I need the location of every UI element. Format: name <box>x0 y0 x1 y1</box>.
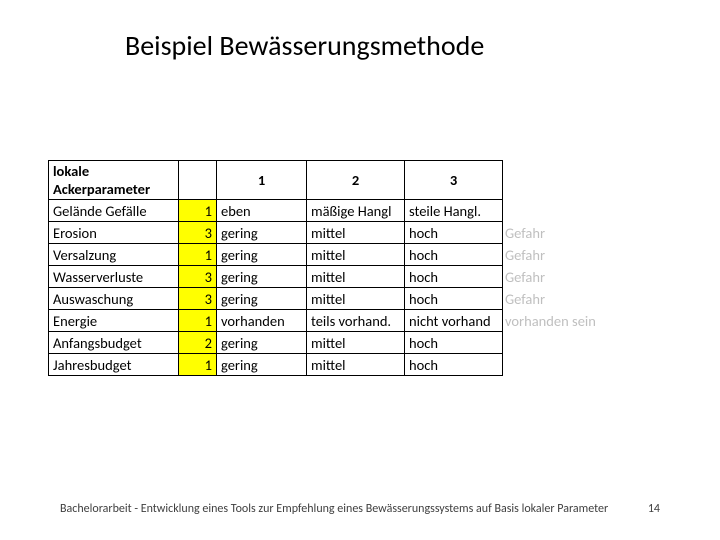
header-c2: 2 <box>307 161 405 200</box>
row-c3: nicht vorhand <box>405 310 503 332</box>
row-c1: vorhanden <box>217 310 307 332</box>
row-note <box>503 332 613 354</box>
header-blank <box>179 161 217 200</box>
row-val: 1 <box>179 310 217 332</box>
table-row: Erosion 3 gering mittel hoch Gefahr <box>49 222 613 244</box>
table-row: Gelände Gefälle 1 eben mäßige Hangl stei… <box>49 200 613 222</box>
row-c1: gering <box>217 354 307 376</box>
row-c1: gering <box>217 288 307 310</box>
row-c1: gering <box>217 222 307 244</box>
row-c1: eben <box>217 200 307 222</box>
row-name: Auswaschung <box>49 288 179 310</box>
row-name: Energie <box>49 310 179 332</box>
row-c2: mittel <box>307 354 405 376</box>
row-c3: hoch <box>405 288 503 310</box>
row-c2: teils vorhand. <box>307 310 405 332</box>
row-val: 2 <box>179 332 217 354</box>
row-name: Versalzung <box>49 244 179 266</box>
row-note: Gefahr <box>503 288 613 310</box>
row-c2: mittel <box>307 288 405 310</box>
row-note: Gefahr <box>503 222 613 244</box>
row-c1: gering <box>217 266 307 288</box>
slide: Beispiel Bewässerungsmethode lokale Acke… <box>0 0 720 540</box>
table-row: Jahresbudget 1 gering mittel hoch <box>49 354 613 376</box>
table-row: Wasserverluste 3 gering mittel hoch Gefa… <box>49 266 613 288</box>
row-c3: hoch <box>405 266 503 288</box>
row-note <box>503 354 613 376</box>
row-c3: hoch <box>405 222 503 244</box>
slide-title: Beispiel Bewässerungsmethode <box>125 28 484 63</box>
table-row: Auswaschung 3 gering mittel hoch Gefahr <box>49 288 613 310</box>
row-c3: hoch <box>405 332 503 354</box>
row-c2: mittel <box>307 244 405 266</box>
table-row: Anfangsbudget 2 gering mittel hoch <box>49 332 613 354</box>
row-c3: hoch <box>405 244 503 266</box>
row-note: Gefahr <box>503 266 613 288</box>
row-val: 1 <box>179 200 217 222</box>
row-name: Jahresbudget <box>49 354 179 376</box>
row-c1: gering <box>217 332 307 354</box>
row-note: Gefahr <box>503 244 613 266</box>
table: lokale Ackerparameter 1 2 3 Gelände Gefä… <box>48 160 613 376</box>
row-name: Gelände Gefälle <box>49 200 179 222</box>
footer-text: Bachelorarbeit - Entwicklung eines Tools… <box>60 502 608 516</box>
row-name: Anfangsbudget <box>49 332 179 354</box>
row-name: Erosion <box>49 222 179 244</box>
table-row: Energie 1 vorhanden teils vorhand. nicht… <box>49 310 613 332</box>
header-c1: 1 <box>217 161 307 200</box>
row-c1: gering <box>217 244 307 266</box>
row-c2: mittel <box>307 222 405 244</box>
row-name: Wasserverluste <box>49 266 179 288</box>
header-note-blank <box>503 161 613 200</box>
table-row: Versalzung 1 gering mittel hoch Gefahr <box>49 244 613 266</box>
page-number: 14 <box>636 502 660 516</box>
footer: Bachelorarbeit - Entwicklung eines Tools… <box>60 502 660 516</box>
row-c3: hoch <box>405 354 503 376</box>
row-note <box>503 200 613 222</box>
row-note: vorhanden sein <box>503 310 613 332</box>
row-c2: mittel <box>307 332 405 354</box>
row-val: 1 <box>179 354 217 376</box>
table-header-row: lokale Ackerparameter 1 2 3 <box>49 161 613 200</box>
row-val: 1 <box>179 244 217 266</box>
row-val: 3 <box>179 288 217 310</box>
parameter-table: lokale Ackerparameter 1 2 3 Gelände Gefä… <box>48 160 613 376</box>
row-c2: mittel <box>307 266 405 288</box>
header-label: lokale Ackerparameter <box>49 161 179 200</box>
row-val: 3 <box>179 266 217 288</box>
row-val: 3 <box>179 222 217 244</box>
row-c3: steile Hangl. <box>405 200 503 222</box>
header-c3: 3 <box>405 161 503 200</box>
row-c2: mäßige Hangl <box>307 200 405 222</box>
